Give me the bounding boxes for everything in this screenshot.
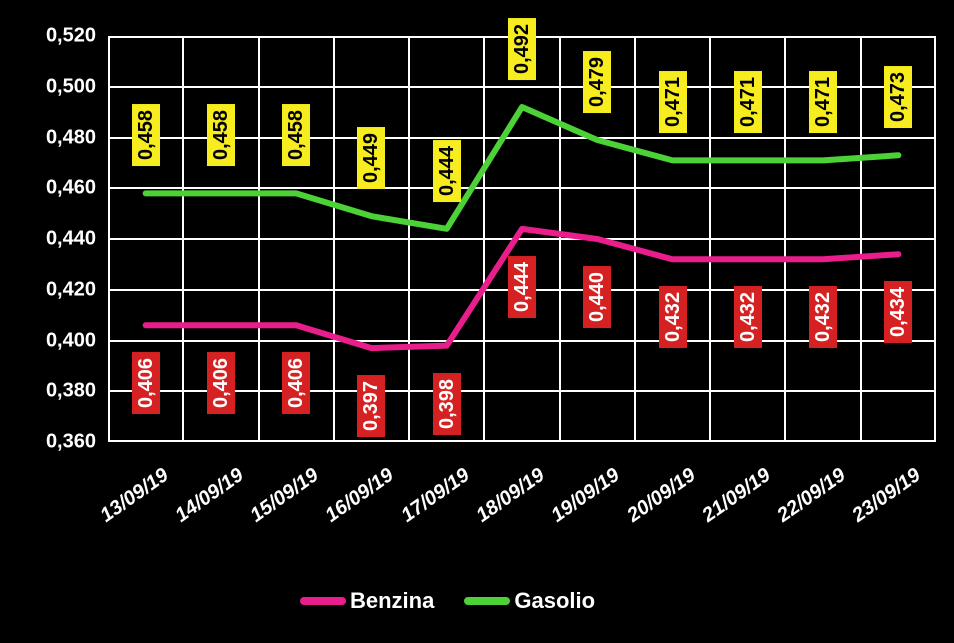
data-label-benzina: 0,444 — [508, 256, 536, 318]
data-label-gasolio: 0,471 — [659, 71, 687, 133]
series-line-gasolio — [146, 107, 899, 229]
legend-label: Benzina — [350, 588, 434, 614]
data-label-benzina: 0,432 — [734, 286, 762, 348]
legend-label: Gasolio — [514, 588, 595, 614]
data-label-gasolio: 0,458 — [132, 104, 160, 166]
data-label-gasolio: 0,471 — [809, 71, 837, 133]
data-label-gasolio: 0,458 — [282, 104, 310, 166]
data-label-gasolio: 0,458 — [207, 104, 235, 166]
data-label-benzina: 0,432 — [659, 286, 687, 348]
legend: Benzina Gasolio — [300, 588, 595, 614]
data-label-gasolio: 0,444 — [433, 140, 461, 202]
data-label-gasolio: 0,473 — [884, 66, 912, 128]
data-label-benzina: 0,432 — [809, 286, 837, 348]
data-label-benzina: 0,406 — [207, 352, 235, 414]
data-label-benzina: 0,440 — [583, 266, 611, 328]
legend-swatch — [464, 597, 510, 605]
data-label-benzina: 0,434 — [884, 281, 912, 343]
data-label-benzina: 0,406 — [282, 352, 310, 414]
data-label-gasolio: 0,471 — [734, 71, 762, 133]
data-label-gasolio: 0,492 — [508, 18, 536, 80]
data-label-benzina: 0,398 — [433, 373, 461, 435]
data-label-benzina: 0,406 — [132, 352, 160, 414]
data-label-gasolio: 0,449 — [357, 127, 385, 189]
data-label-gasolio: 0,479 — [583, 51, 611, 113]
legend-item-gasolio: Gasolio — [464, 588, 595, 614]
data-label-benzina: 0,397 — [357, 375, 385, 437]
legend-swatch — [300, 597, 346, 605]
legend-item-benzina: Benzina — [300, 588, 434, 614]
fuel-price-chart: 0,3600,3800,4000,4200,4400,4600,4800,500… — [0, 0, 954, 643]
